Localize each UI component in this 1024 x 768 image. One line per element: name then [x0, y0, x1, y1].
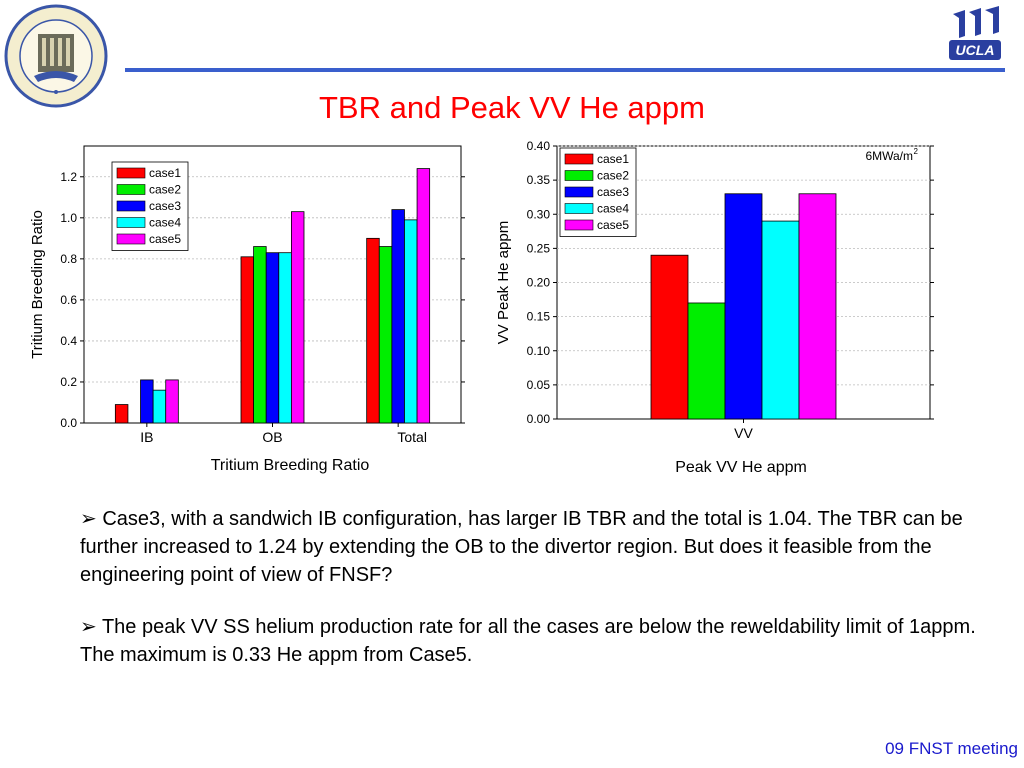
bar-case1-IB: [114, 404, 129, 424]
y-tick-label: 0.40: [527, 139, 551, 153]
legend-label-case2: case2: [597, 169, 629, 183]
bar-case4-Total: [404, 219, 418, 424]
bar-case5-OB: [290, 211, 305, 424]
y-axis-label: VV Peak He appm: [495, 221, 512, 344]
bullet-text-2: The peak VV SS helium production rate fo…: [80, 616, 976, 666]
y-tick-label: 0.6: [60, 293, 77, 307]
bar-case4-IB: [152, 389, 167, 424]
legend-label-case5: case5: [597, 218, 629, 232]
y-tick-label: 0.30: [527, 207, 551, 221]
y-tick-label: 0.4: [60, 334, 77, 348]
legend-label-case1: case1: [597, 152, 629, 166]
legend-swatch-case4: [564, 203, 594, 214]
x-tick-label: OB: [262, 429, 282, 445]
legend-label-case4: case4: [149, 216, 181, 230]
bar-case2-VV: [687, 302, 726, 420]
vv-he-chart: 0.00 0.05 0.10 0.15 0.20 0.25 0.30 0.35 0.40 VV Pe…: [495, 139, 934, 476]
legend-label-case5: case5: [149, 232, 181, 246]
bullet-arrow-icon: ➢: [80, 508, 97, 530]
y-axis-label: Tritium Breeding Ratio: [29, 210, 46, 359]
legend-label-case4: case4: [597, 202, 629, 216]
bar-case1-Total: [366, 237, 380, 424]
bar-case5-Total: [416, 168, 431, 424]
bullet-paragraph-2: ➢ The peak VV SS helium production rate …: [80, 613, 990, 669]
bar-case2-OB: [253, 246, 267, 424]
tbr-chart: 0.0 0.2 0.4 0.6 0.8 1.0 1.2 IB OB Total Tritium Br…: [29, 145, 465, 474]
legend-swatch-case1: [116, 167, 146, 179]
y-tick-label: 0.15: [527, 310, 551, 324]
y-tick-label: 0.8: [60, 252, 77, 266]
y-tick-label: 0.20: [527, 276, 551, 290]
bar-case4-VV: [761, 220, 800, 420]
bar-case3-IB: [140, 379, 154, 424]
legend-label-case1: case1: [149, 166, 181, 180]
y-tick-label: 1.2: [60, 170, 77, 184]
footer-meeting-label: 09 FNST meeting: [885, 739, 1018, 758]
legend-swatch-case2: [564, 170, 594, 181]
bullet-text-1: Case3, with a sandwich IB configuration,…: [80, 508, 963, 586]
bar-case3-Total: [391, 209, 405, 424]
header-rule: [125, 68, 1005, 72]
y-tick-label: 0.25: [527, 241, 551, 255]
x-axis-label: Tritium Breeding Ratio: [211, 457, 370, 474]
legend-swatch-case4: [116, 217, 146, 228]
school-seal-logo: [4, 4, 108, 108]
y-tick-label: 0.2: [60, 375, 77, 389]
chart-annotation: 6MWa/m: [865, 149, 913, 163]
chart-annotation-superscript: 2: [914, 147, 919, 156]
bar-case3-OB: [265, 252, 280, 424]
legend-label-case2: case2: [149, 183, 181, 197]
bar-case2-Total: [378, 246, 393, 424]
x-axis-label: Peak VV He appm: [675, 459, 807, 476]
legend-swatch-case5: [116, 233, 146, 245]
y-tick-label: 0.0: [60, 416, 77, 430]
bar-case3-VV: [724, 193, 763, 420]
x-tick-label: Total: [397, 429, 427, 445]
legend-swatch-case1: [564, 153, 594, 165]
x-tick-label: VV: [734, 425, 753, 441]
legend-swatch-case5: [564, 219, 594, 231]
bar-case5-IB: [165, 379, 179, 424]
bar-case4-OB: [278, 252, 292, 424]
slide-title: TBR and Peak VV He appm: [319, 90, 705, 125]
y-tick-label: 0.00: [527, 412, 551, 426]
ucla-logo: UCLA: [949, 6, 1001, 60]
bullet-paragraph-1: ➢ Case3, with a sandwich IB configuratio…: [80, 505, 990, 589]
legend-swatch-case3: [116, 200, 146, 212]
y-tick-label: 1.0: [60, 211, 77, 225]
bar-case1-VV: [650, 254, 689, 420]
svg-text:UCLA: UCLA: [956, 42, 995, 58]
legend-swatch-case3: [564, 186, 594, 198]
y-tick-label: 0.05: [527, 378, 551, 392]
bar-case1-OB: [240, 256, 255, 424]
legend-label-case3: case3: [149, 199, 181, 213]
y-tick-label: 0.35: [527, 173, 551, 187]
y-tick-label: 0.10: [527, 344, 551, 358]
legend-label-case3: case3: [597, 185, 629, 199]
bullet-arrow-icon: ➢: [80, 616, 97, 638]
x-tick-label: IB: [140, 429, 153, 445]
legend-swatch-case2: [116, 184, 146, 195]
bar-case5-VV: [798, 193, 837, 420]
